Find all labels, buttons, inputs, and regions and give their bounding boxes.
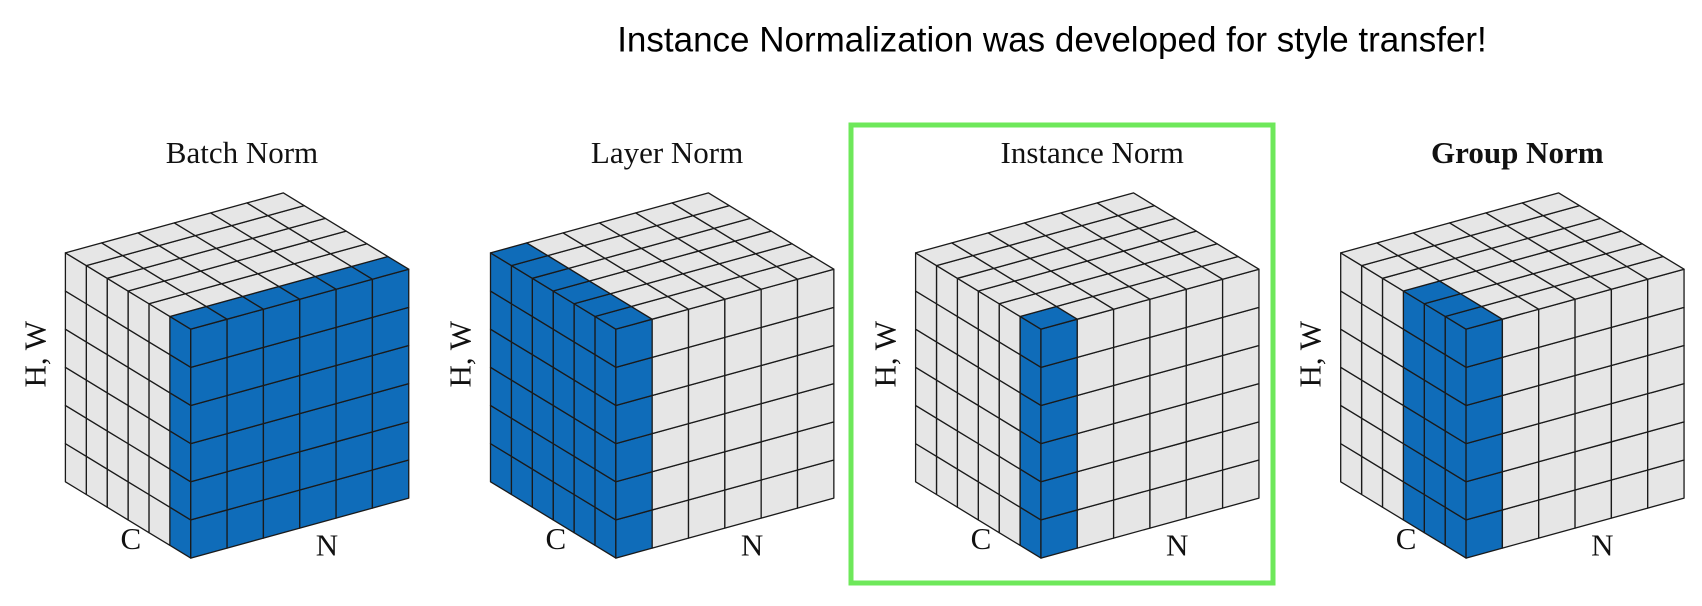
axis-label-c: C — [546, 521, 567, 556]
axis-label-c: C — [971, 521, 992, 556]
axis-label-hw: H, W — [1293, 320, 1328, 387]
cell — [246, 192, 305, 217]
axis-label-c: C — [1396, 521, 1417, 556]
panel-title: Group Norm — [1431, 135, 1604, 170]
axis-label-hw: H, W — [867, 320, 902, 387]
axis-label-n: N — [1591, 527, 1613, 562]
axis-label-n: N — [1166, 527, 1188, 562]
axis-label-hw: H, W — [442, 320, 477, 387]
axis-label-c: C — [120, 521, 141, 556]
cube-panel — [64, 192, 410, 559]
cell — [671, 192, 731, 217]
panel-title: Instance Norm — [1001, 135, 1184, 170]
cube-panel — [489, 192, 835, 559]
axis-label-hw: H, W — [17, 320, 52, 387]
headline: Instance Normalization was developed for… — [617, 20, 1487, 59]
axis-label-n: N — [316, 527, 338, 562]
cube-panel — [914, 192, 1260, 559]
panel-title: Layer Norm — [591, 135, 743, 170]
highlight-box — [848, 122, 1276, 586]
cube-panel — [1340, 192, 1685, 559]
panel-title: Batch Norm — [166, 135, 318, 170]
axis-label-n: N — [741, 527, 763, 562]
cell — [1521, 192, 1581, 217]
cell — [1096, 192, 1156, 217]
